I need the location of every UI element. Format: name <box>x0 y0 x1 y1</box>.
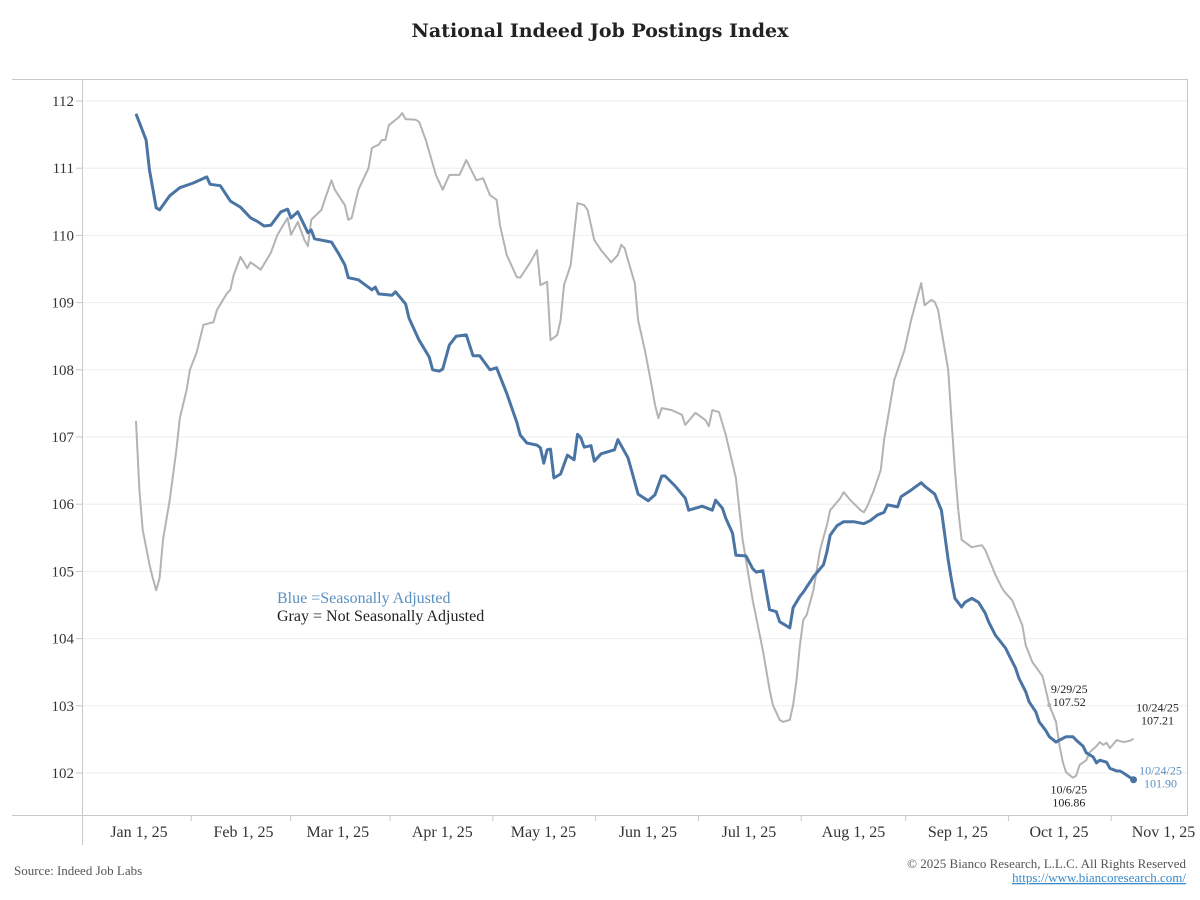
annotation-value: 107.52 <box>1053 695 1086 709</box>
y-tick-label: 102 <box>52 766 75 782</box>
annotation-date: 10/24/25 <box>1136 701 1179 715</box>
x-tick-label: Feb 1, 25 <box>213 824 273 841</box>
x-tick-label: Jun 1, 25 <box>619 824 677 841</box>
annotations: 9/29/25107.5210/6/25106.8610/24/25107.21… <box>1047 682 1182 810</box>
legend-gray: Gray = Not Seasonally Adjusted <box>277 608 484 625</box>
y-tick-label: 107 <box>52 430 75 446</box>
annotation-marker <box>1130 776 1138 784</box>
x-tick-label: Jul 1, 25 <box>722 824 777 841</box>
website-link[interactable]: https://www.biancoresearch.com/ <box>1012 870 1186 885</box>
annotation-date: 10/6/25 <box>1051 783 1088 797</box>
series-line-seasonally-adjusted <box>134 113 1135 781</box>
x-tick-label: Sep 1, 25 <box>928 824 988 841</box>
source-note: Source: Indeed Job Labs <box>14 863 142 878</box>
y-tick-label: 104 <box>52 632 75 648</box>
series-lines <box>134 112 1135 781</box>
annotation-date: 10/24/25 <box>1139 764 1182 778</box>
y-tick-label: 108 <box>52 363 75 379</box>
y-axis-ticks: 102 103 104 105 106 107 108 109 110 111 112 <box>52 94 83 782</box>
y-tick-label: 105 <box>52 564 75 580</box>
y-tick-label: 111 <box>53 161 74 177</box>
chart-title: National Indeed Job Postings Index <box>412 20 790 42</box>
gridlines <box>83 100 1187 774</box>
x-tick-label: Mar 1, 25 <box>307 824 370 841</box>
y-tick-label: 109 <box>52 296 75 312</box>
x-tick-label: Aug 1, 25 <box>822 824 886 841</box>
x-tick-label: Oct 1, 25 <box>1029 824 1088 841</box>
copyright: © 2025 Bianco Research, L.L.C. All Right… <box>907 856 1186 871</box>
annotation-date: 9/29/25 <box>1051 682 1088 696</box>
x-axis-ticks: Jan 1, 25 Feb 1, 25 Mar 1, 25 Apr 1, 25 May … <box>110 815 1195 841</box>
annotation-value: 106.86 <box>1052 796 1085 810</box>
x-tick-label: Apr 1, 25 <box>412 824 473 841</box>
y-tick-label: 110 <box>52 228 74 244</box>
annotation-value: 101.90 <box>1144 777 1177 791</box>
annotation-value: 107.21 <box>1141 714 1174 728</box>
x-tick-label: Jan 1, 25 <box>110 824 167 841</box>
series-line-not-seasonally-adjusted <box>135 112 1135 779</box>
legend-blue: Blue =Seasonally Adjusted <box>277 590 450 607</box>
annotation-marker <box>1047 703 1052 708</box>
y-tick-label: 106 <box>52 497 75 513</box>
x-tick-label: Nov 1, 25 <box>1132 824 1196 841</box>
y-tick-label: 103 <box>52 699 75 715</box>
y-tick-label: 112 <box>52 94 74 110</box>
x-tick-label: May 1, 25 <box>511 824 576 841</box>
